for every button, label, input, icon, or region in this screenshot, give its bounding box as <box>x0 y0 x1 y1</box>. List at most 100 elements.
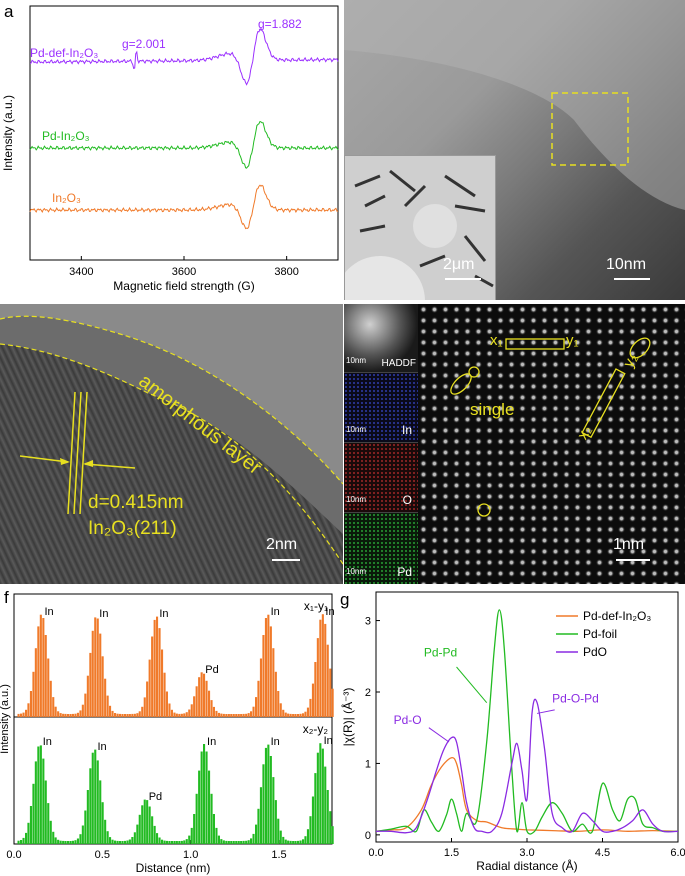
profile-bar <box>47 803 50 844</box>
profile-bar <box>116 840 119 844</box>
profile-bar <box>217 712 220 717</box>
profile-bar <box>329 668 332 717</box>
profile-bar <box>114 840 117 844</box>
exafs-chart: 0.0 1.5 3.0 4.5 6.0 0 1 2 3 Radial distance (Å) |χ… <box>340 591 685 873</box>
profile-name: x₂-y₂ <box>303 722 329 736</box>
profile-bar <box>133 832 136 844</box>
profile-bar <box>282 836 285 844</box>
profile-bar <box>17 840 20 844</box>
profile-bar <box>175 713 178 717</box>
x-axis-label: Magnetic field strength (G) <box>113 279 254 293</box>
peak-label: In <box>159 608 168 620</box>
profile-bar <box>37 626 40 717</box>
x-axis-label: Radial distance (Å) <box>476 858 577 873</box>
x-tick-label: 3400 <box>69 266 93 278</box>
profile-bar <box>321 614 324 717</box>
profile-bar <box>101 656 104 717</box>
profile-bar <box>242 713 245 717</box>
profile-bar <box>94 749 97 844</box>
annotation-label: Pd-O <box>394 713 422 727</box>
profile-bar <box>227 841 230 844</box>
annotation-label: Pd-Pd <box>424 645 457 659</box>
profile-bar <box>198 677 201 717</box>
profile-bar <box>131 713 134 717</box>
profile-bar <box>237 714 240 717</box>
profile-bar <box>148 659 151 717</box>
profile-bar <box>69 841 72 844</box>
x-tick-label: 6.0 <box>670 847 685 859</box>
profile-bar <box>111 839 114 844</box>
x1-label: x₁ <box>490 332 503 349</box>
profile-bar <box>222 840 225 844</box>
profile-bar <box>289 840 292 844</box>
profile-bar <box>326 644 329 717</box>
profile-bar <box>133 713 136 717</box>
profile-bar <box>165 840 168 844</box>
profile-bar <box>183 840 186 844</box>
profile-bar <box>212 706 215 717</box>
profile-bar <box>299 713 302 717</box>
profile-bar <box>314 662 317 717</box>
profile-bar <box>262 764 265 844</box>
profile-bar <box>161 839 164 844</box>
profile-bar <box>326 790 329 844</box>
profile-bar <box>136 824 139 844</box>
plot-frame <box>13 593 333 845</box>
profile-bar <box>277 818 280 844</box>
profile-bar <box>220 839 223 844</box>
profile-bar <box>22 712 25 717</box>
peak-label: In <box>43 736 52 748</box>
profile-bar <box>52 831 55 844</box>
profile-bar <box>279 830 282 844</box>
profile-bar <box>292 714 295 717</box>
annotation-arrow <box>456 666 488 704</box>
profile-bar <box>170 841 173 844</box>
profile-bar <box>49 820 52 844</box>
panel-f-letter: f <box>4 588 9 607</box>
profile-bar <box>319 619 322 717</box>
peak-label: In <box>271 606 280 618</box>
profile-bar <box>274 671 277 717</box>
single-atom-marker <box>477 503 491 517</box>
single-atom-marker <box>629 337 651 359</box>
profile-bar <box>297 714 300 717</box>
profile-bar <box>230 714 233 717</box>
profile-bar <box>304 711 307 717</box>
profile-bar <box>84 810 87 844</box>
x-tick-label: 1.0 <box>183 849 198 861</box>
profile-bar <box>240 841 243 844</box>
profile-bar <box>126 840 129 844</box>
g-value-label: g=1.882 <box>258 17 302 31</box>
y-tick-label: 2 <box>365 687 371 699</box>
profile-bar <box>96 760 99 844</box>
profile-bar <box>180 840 183 844</box>
profile-bar <box>39 745 42 844</box>
profile-bar <box>272 777 275 844</box>
profile-bar <box>170 709 173 717</box>
profile-bar <box>185 712 188 717</box>
profile-bar <box>242 840 245 844</box>
profile-bar <box>32 783 35 844</box>
profile-bar <box>287 713 290 717</box>
peak-label: In <box>45 606 54 618</box>
profile-bar <box>203 673 206 717</box>
profile-bar <box>316 752 319 844</box>
profile-bar <box>319 743 322 844</box>
profile-bar <box>84 693 87 717</box>
profile-bar <box>76 712 79 717</box>
profile-bar <box>158 837 161 844</box>
e-scale-bar <box>616 559 650 561</box>
legend-label: Pd-def-In₂O₃ <box>583 609 651 623</box>
profile-bar <box>20 713 23 717</box>
profile-bar <box>259 787 262 844</box>
profile-bar <box>309 816 312 844</box>
profile-bar <box>44 635 47 717</box>
profile-bar <box>62 713 65 717</box>
profile-bar <box>158 628 161 717</box>
exafs-series-line <box>375 698 679 834</box>
profile-bar <box>123 840 126 844</box>
profile-bar <box>255 697 258 717</box>
annotation-label: Pd-O-Pd <box>552 692 599 706</box>
profile-bar <box>99 633 102 717</box>
profile-bar <box>151 636 154 717</box>
